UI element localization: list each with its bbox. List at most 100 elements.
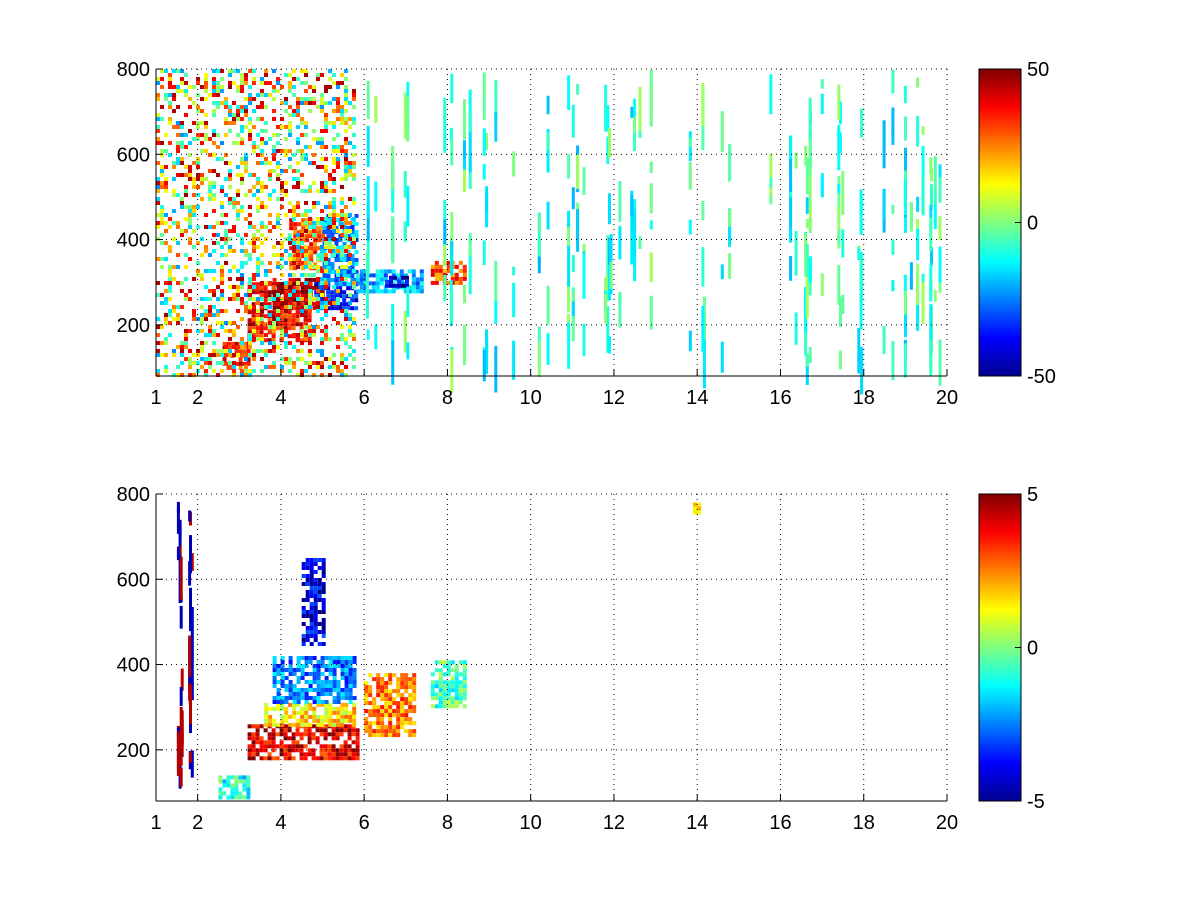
heatmap-cell xyxy=(240,249,244,253)
heatmap-cell xyxy=(188,177,192,181)
heatmap-cell xyxy=(276,345,280,349)
heatmap-cell xyxy=(188,129,192,133)
heatmap-cell xyxy=(304,101,308,105)
heatmap-cell xyxy=(184,145,188,149)
heatmap-cell xyxy=(292,361,296,365)
heatmap-cell xyxy=(160,85,164,89)
heatmap-cell xyxy=(208,193,212,197)
heatmap-streak xyxy=(391,303,395,344)
heatmap-cell xyxy=(271,744,276,749)
heatmap-streak xyxy=(604,84,608,132)
heatmap-cell xyxy=(284,309,288,313)
heatmap-cell xyxy=(292,69,296,73)
heatmap-cell xyxy=(312,137,316,141)
heatmap-cell xyxy=(312,221,316,225)
heatmap-cell xyxy=(228,285,232,289)
heatmap-cell xyxy=(438,276,443,281)
heatmap-cell xyxy=(240,177,244,181)
heatmap-cell xyxy=(267,736,272,741)
heatmap-cell xyxy=(295,318,300,323)
heatmap-cell xyxy=(180,349,184,353)
heatmap-cell xyxy=(344,85,348,89)
heatmap-cell xyxy=(388,697,393,702)
heatmap-cell xyxy=(320,341,324,345)
heatmap-streak xyxy=(841,294,845,314)
heatmap-cell xyxy=(212,109,216,113)
heatmap-cell xyxy=(344,149,348,153)
heatmap-cell xyxy=(323,724,328,729)
heatmap-cell xyxy=(368,725,373,730)
heatmap-cell xyxy=(288,241,292,245)
heatmap-cell xyxy=(296,700,301,704)
heatmap-cell xyxy=(344,309,348,313)
heatmap-cell xyxy=(324,688,329,692)
heatmap-cell xyxy=(347,756,352,761)
heatmap-cell xyxy=(216,157,220,161)
heatmap-cell xyxy=(332,137,336,141)
heatmap-cell xyxy=(292,297,297,302)
heatmap-cell xyxy=(292,281,297,286)
heatmap-cell xyxy=(264,205,268,209)
heatmap-cell xyxy=(304,277,309,282)
heatmap-cell xyxy=(264,121,268,125)
heatmap-cell xyxy=(320,209,324,213)
heatmap-cell xyxy=(354,298,359,303)
heatmap-cell xyxy=(300,249,304,253)
heatmap-cell xyxy=(324,700,329,704)
heatmap-cell xyxy=(350,294,355,299)
x-tick-label: 4 xyxy=(275,812,286,834)
heatmap-streak xyxy=(630,194,634,217)
heatmap-cell xyxy=(446,260,451,265)
heatmap-cell xyxy=(296,718,301,723)
heatmap-cell xyxy=(313,626,318,630)
heatmap-cell xyxy=(335,748,340,753)
heatmap-cell xyxy=(372,701,377,706)
heatmap-cell xyxy=(271,732,276,737)
heatmap-cell xyxy=(322,250,327,254)
heatmap-cell xyxy=(309,254,314,259)
heatmap-cell xyxy=(400,681,405,686)
heatmap-cell xyxy=(434,668,439,673)
heatmap-cell xyxy=(438,676,443,681)
heatmap-cell xyxy=(276,253,280,257)
heatmap-streak xyxy=(179,755,183,766)
heatmap-cell xyxy=(301,238,306,243)
heatmap-cell xyxy=(160,173,164,177)
heatmap-cell xyxy=(232,333,236,337)
heatmap-cell xyxy=(220,269,224,273)
heatmap-cell xyxy=(312,89,316,93)
heatmap-streak xyxy=(482,164,486,180)
heatmap-cell xyxy=(462,704,467,709)
heatmap-cell xyxy=(301,614,306,618)
heatmap-cell xyxy=(317,558,322,562)
heatmap-streak xyxy=(929,339,933,376)
heatmap-cell xyxy=(251,740,256,745)
heatmap-cell xyxy=(383,269,388,274)
heatmap-cell xyxy=(338,294,343,299)
y-tick-label: 600 xyxy=(117,569,150,591)
heatmap-cell xyxy=(316,289,320,293)
heatmap-cell xyxy=(204,133,208,137)
heatmap-cell xyxy=(458,268,463,273)
heatmap-cell xyxy=(354,234,359,238)
heatmap-cell xyxy=(321,626,326,630)
heatmap-cell xyxy=(232,201,236,205)
heatmap-cell xyxy=(411,289,416,294)
heatmap-cell xyxy=(263,314,268,319)
heatmap-cell xyxy=(340,253,344,257)
heatmap-streak xyxy=(837,205,841,249)
heatmap-cell xyxy=(292,277,297,282)
heatmap-cell xyxy=(305,626,310,630)
heatmap-cell xyxy=(308,273,312,277)
heatmap-cell xyxy=(296,257,300,261)
heatmap-cell xyxy=(415,281,420,286)
heatmap-cell xyxy=(328,680,333,684)
heatmap-streak xyxy=(567,75,571,110)
heatmap-cell xyxy=(232,353,236,357)
heatmap-cell xyxy=(446,688,451,693)
heatmap-cell xyxy=(156,369,160,373)
heatmap-cell xyxy=(276,173,280,177)
heatmap-cell xyxy=(324,237,328,241)
heatmap-streak xyxy=(546,95,550,115)
heatmap-cell xyxy=(316,253,320,257)
